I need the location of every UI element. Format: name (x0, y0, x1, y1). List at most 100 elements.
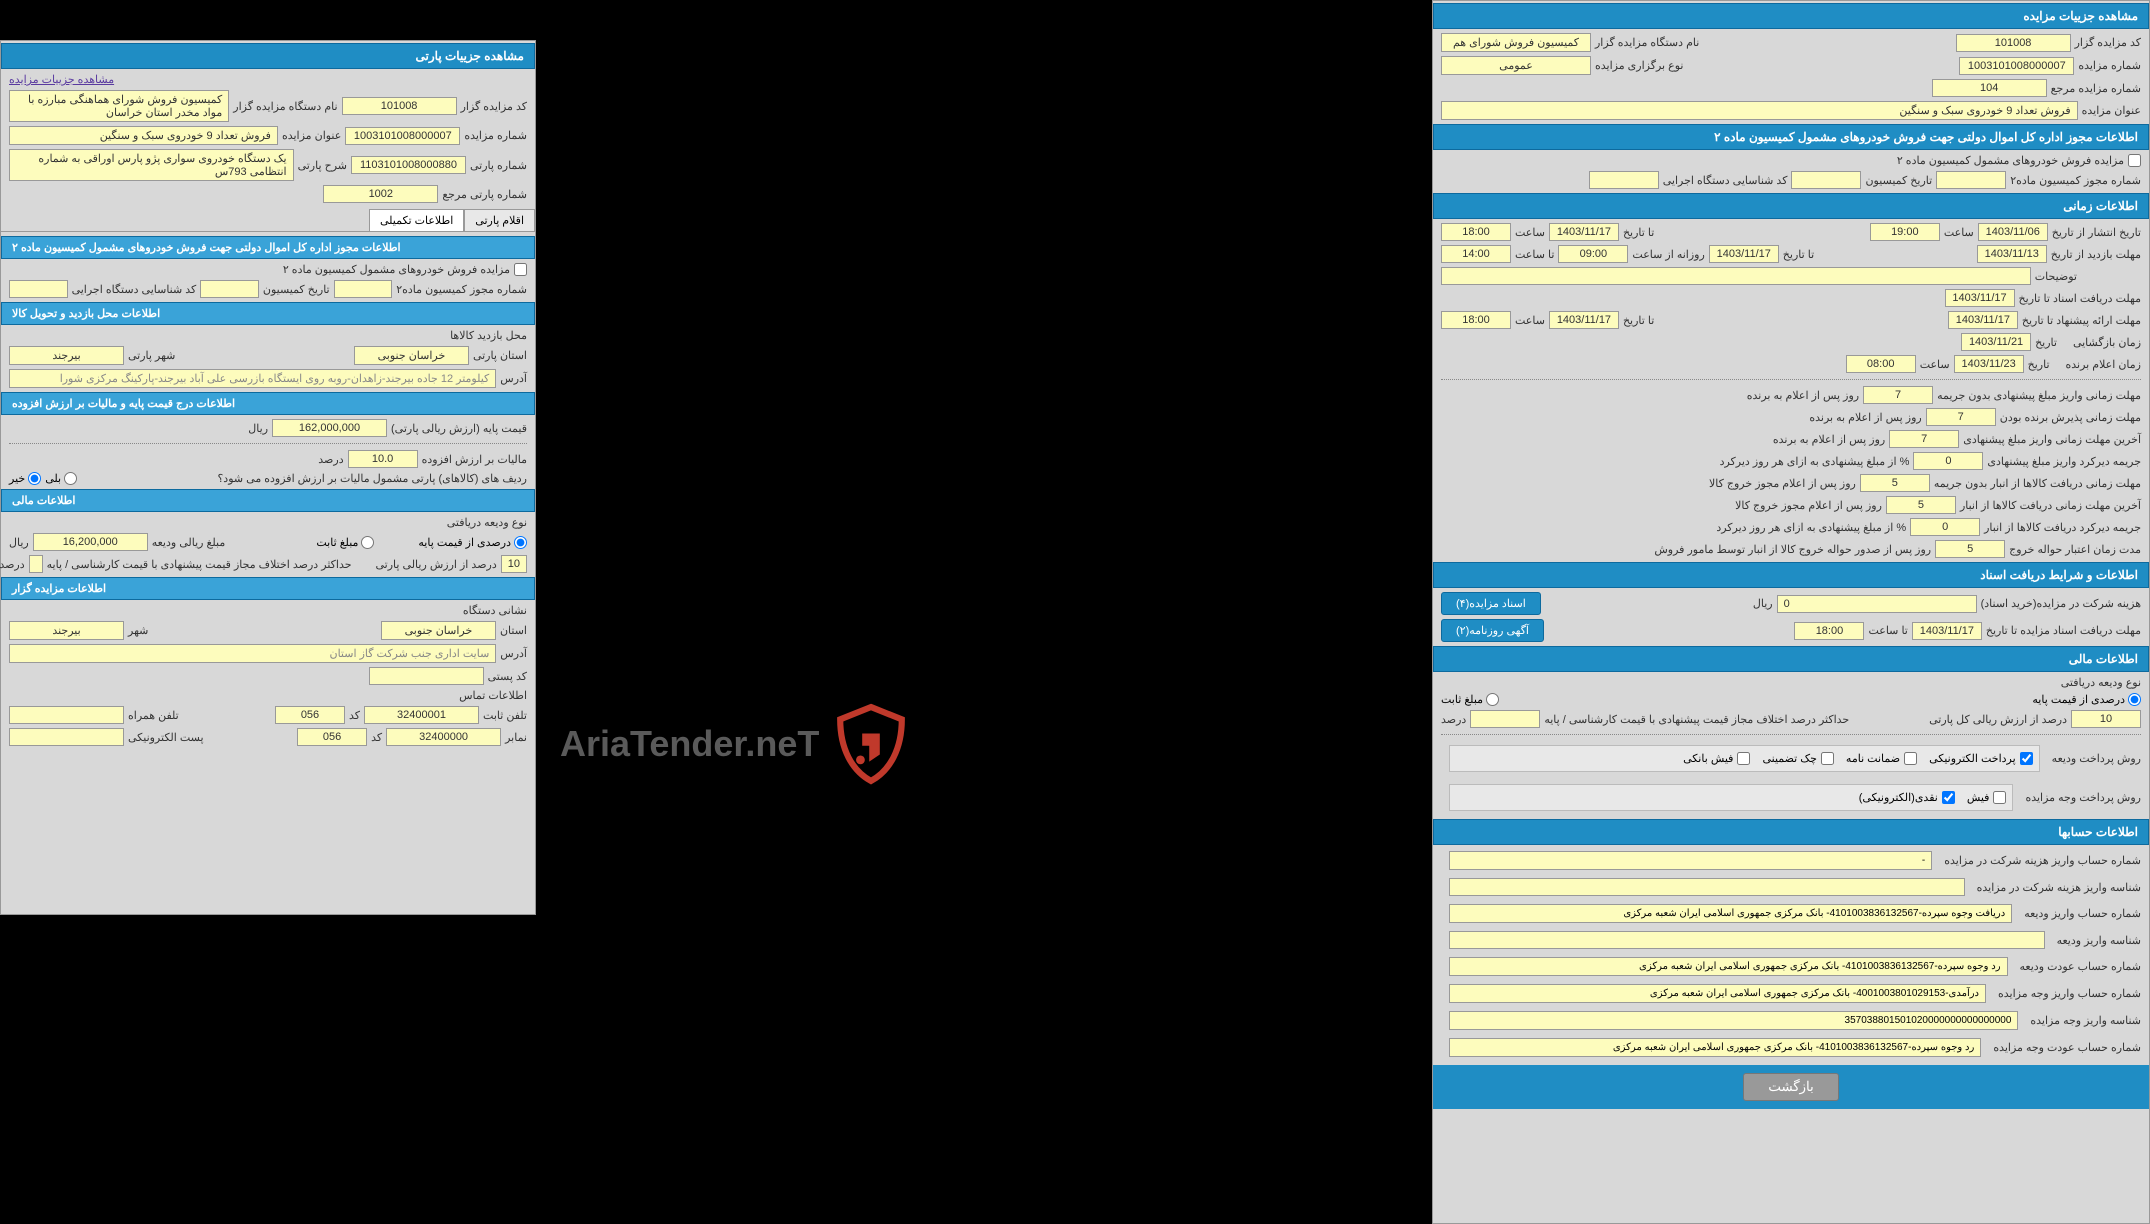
l-bazg: زمان بازگشایی (2073, 336, 2141, 349)
cb-check[interactable] (1821, 752, 1834, 765)
logo-text: AriaTender.neT (560, 723, 819, 765)
v-darsad: 10 (2071, 710, 2141, 728)
val-marja: 104 (1932, 79, 2047, 97)
l-ta-saat: تا ساعت (1515, 248, 1554, 261)
v-maliat: 10.0 (348, 450, 418, 468)
l-ghimat: قیمت پایه (ارزش ریالی پارتی) (391, 422, 527, 435)
al2: شناسه واریز هزینه شرکت در مزایده (1977, 881, 2141, 894)
l-mohlat: مهلت دریافت اسناد مزایده تا تاریخ (1986, 624, 2141, 637)
zv1: 7 (1863, 386, 1933, 404)
lp-kod-l: کد مزایده گزار (461, 100, 527, 113)
lp-nam-l: نام دستگاه مزایده گزار (233, 100, 337, 113)
lcb-m2-l: مزایده فروش خودروهای مشمول کمیسیون ماده … (283, 263, 510, 276)
v-adres: کیلومتر 12 جاده بیرجند-زاهدان-روبه روی ا… (9, 369, 496, 388)
v-roozane-s1: 09:00 (1558, 245, 1628, 263)
lm2-ko-l: کد شناسایی دستگاه اجرایی (72, 283, 197, 296)
zu4: % از مبلغ پیشنهادی به ازای هر روز دیرکرد (1720, 455, 1910, 468)
header-auction-details: مشاهده جزییات مزایده (1433, 3, 2149, 29)
header-party: مشاهده جزییات پارتی (1, 43, 535, 69)
av2 (1449, 878, 1965, 896)
header-mali-r: اطلاعات مالی (1433, 646, 2149, 672)
lh3: اطلاعات محل بازدید و تحویل کالا (1, 302, 535, 325)
gv-e[interactable] (9, 728, 124, 746)
radio-yes[interactable] (64, 472, 77, 485)
val-m2-shomare[interactable] (1936, 171, 2006, 189)
u-darsad: درصد (318, 453, 343, 466)
v-eraeh-s: 18:00 (1441, 311, 1511, 329)
av1: - (1449, 851, 1932, 870)
header-asnad: اطلاعات و شرایط دریافت اسناد (1433, 562, 2149, 588)
gv-k[interactable] (369, 667, 484, 685)
cb-naghdi[interactable] (1942, 791, 1955, 804)
gv-h[interactable] (9, 706, 124, 724)
l-ta: تا تاریخ (1623, 226, 1654, 239)
lp-sh: 1003101008000007 (345, 127, 460, 145)
l-eraeh-ta: تا تاریخ (1623, 314, 1654, 327)
lcb-m2[interactable] (514, 263, 527, 276)
lm2-sh-l: شماره مجوز کمیسیون ماده۲ (396, 283, 527, 296)
radio-no[interactable] (28, 472, 41, 485)
lm2-ta[interactable] (200, 280, 259, 298)
lm2-sh[interactable] (334, 280, 393, 298)
radio-sabet[interactable] (1486, 693, 1499, 706)
av4 (1449, 931, 2045, 949)
val-shomare: 1003101008000007 (1959, 57, 2074, 75)
lradio-darsadi[interactable] (514, 536, 527, 549)
radio-darsadi[interactable] (2128, 693, 2141, 706)
btn-asnad[interactable]: اسناد مزایده(۴) (1441, 592, 1541, 615)
gl-s: شهر (128, 624, 148, 637)
zv2: 7 (1926, 408, 1996, 426)
l-daryaft: مهلت دریافت اسناد تا تاریخ (2019, 292, 2141, 305)
cb-fish[interactable] (1737, 752, 1750, 765)
lh2: اطلاعات مجوز اداره کل اموال دولتی جهت فر… (1, 236, 535, 259)
gv-fk: 056 (297, 728, 367, 746)
gl-k: کد پستی (488, 670, 527, 683)
gv-o: خراسان جنوبی (381, 621, 496, 640)
gl-fk: کد (371, 731, 382, 744)
v-max[interactable] (1470, 710, 1540, 728)
u-rial3: ریال (9, 536, 29, 549)
v-mohlat-d: 1403/11/17 (1912, 622, 1982, 640)
gv-a: سایت اداری جنب شرکت گاز استان (9, 644, 496, 663)
btn-back[interactable]: بازگشت (1743, 1073, 1839, 1101)
v-tozih[interactable] (1441, 267, 2031, 285)
lradio-sabet[interactable] (361, 536, 374, 549)
label-onvan: عنوان مزایده (2082, 104, 2141, 117)
l-elam-s: ساعت (1920, 358, 1950, 371)
al5: شماره حساب عودت ودیعه (2020, 960, 2141, 973)
l-ta-s: ساعت (1515, 226, 1545, 239)
l-maliat: مالیات بر ارزش افزوده (422, 453, 527, 466)
cb-m2[interactable] (2128, 154, 2141, 167)
zu8: روز پس از صدور حواله خروج کالا از انبار … (1654, 543, 1931, 556)
al6: شماره حساب واریز وجه مزایده (1998, 987, 2141, 1000)
val-m2-tarikh[interactable] (1791, 171, 1861, 189)
v-mablagh: 16,200,000 (33, 533, 148, 551)
label-m2-kod: کد شناسایی دستگاه اجرایی (1663, 174, 1788, 187)
link-auction-details[interactable]: مشاهده جزییات مزایده (9, 73, 114, 86)
lp-ma: 1002 (323, 185, 438, 203)
v-bazdid-ta-d: 1403/11/17 (1709, 245, 1779, 263)
v-ghimat: 162,000,000 (272, 419, 387, 437)
al1: شماره حساب واریز هزینه شرکت در مزایده (1944, 854, 2141, 867)
lm2-ko[interactable] (9, 280, 68, 298)
lv-max[interactable] (29, 555, 43, 573)
v-bazdid-d: 1403/11/13 (1977, 245, 2047, 263)
tab-details[interactable]: اطلاعات تکمیلی (369, 209, 464, 231)
gl-o: استان (500, 624, 527, 637)
cb-zemanat[interactable] (1904, 752, 1917, 765)
label-kod-gozar: کد مزایده گزار (2075, 36, 2141, 49)
cb-elec[interactable] (2020, 752, 2033, 765)
l-max: حداکثر درصد اختلاف مجاز قیمت پیشنهادی با… (1544, 713, 1849, 726)
zl7: جریمه دیرکرد دریافت کالاها از انبار (1984, 521, 2141, 534)
cb-fish2[interactable] (1993, 791, 2006, 804)
v-roozane-s2: 14:00 (1441, 245, 1511, 263)
lp-nam: کمیسیون فروش شورای هماهنگی مبارزه با موا… (9, 90, 229, 122)
ll-max: حداکثر درصد اختلاف مجاز قیمت پیشنهادی با… (47, 558, 352, 571)
val-m2-kod[interactable] (1589, 171, 1659, 189)
btn-agahi[interactable]: آگهی روزنامه(۲) (1441, 619, 1544, 642)
header-zamani: اطلاعات زمانی (1433, 193, 2149, 219)
gl-f: نمابر (505, 731, 527, 744)
gl-h: تلفن همراه (128, 709, 179, 722)
l-mahal: محل بازدید کالاها (450, 329, 527, 342)
tab-items[interactable]: اقلام پارتی (464, 209, 535, 231)
